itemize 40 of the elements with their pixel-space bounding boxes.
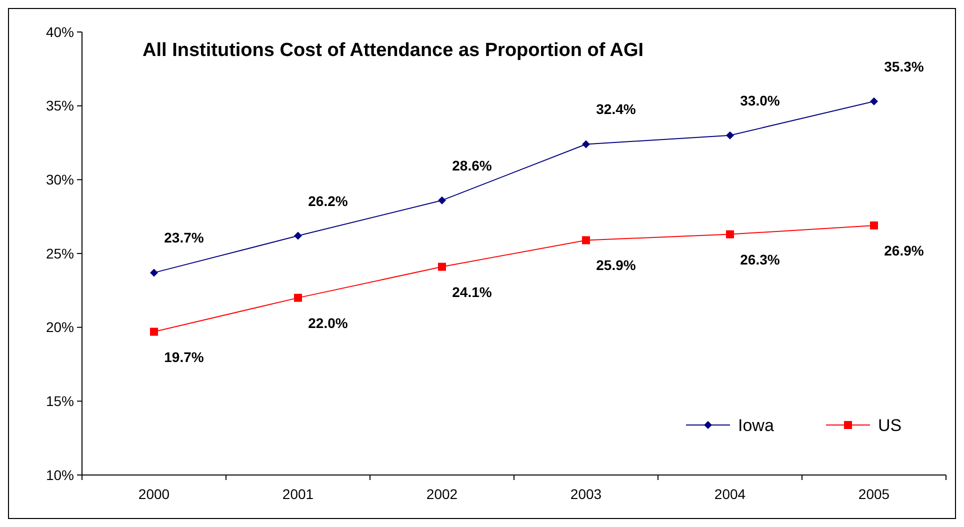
x-tick-label: 2003 (570, 486, 602, 502)
data-label: 25.9% (596, 257, 636, 274)
point (726, 131, 734, 140)
data-label: 22.0% (308, 314, 348, 331)
data-label: 32.4% (596, 101, 636, 118)
point (870, 97, 878, 106)
y-tick-label: 10% (46, 466, 74, 483)
y-tick-label: 35% (46, 98, 74, 114)
legend-label: US (878, 416, 902, 435)
y-tick-label: 15% (46, 393, 74, 410)
x-tick-label: 2004 (714, 486, 746, 502)
point (582, 140, 590, 148)
data-label: 19.7% (164, 348, 204, 365)
data-label: 35.3% (884, 58, 924, 74)
point (150, 268, 158, 277)
point (870, 221, 878, 230)
data-label: 26.3% (740, 251, 780, 268)
data-label: 23.7% (164, 230, 204, 246)
data-label: 28.6% (452, 157, 492, 174)
y-tick-label: 25% (46, 245, 74, 262)
y-tick-label: 40% (46, 24, 74, 40)
point (726, 230, 734, 238)
point (294, 232, 302, 240)
data-label: 24.1% (452, 284, 492, 300)
point (438, 196, 446, 204)
x-tick-label: 2001 (282, 486, 314, 502)
y-tick-label: 30% (46, 172, 74, 188)
data-label: 33.0% (740, 92, 780, 108)
data-label: 26.2% (308, 192, 348, 209)
data-label: 26.9% (884, 242, 924, 258)
point (294, 294, 302, 302)
legend-label: Iowa (738, 416, 774, 435)
point (150, 328, 158, 336)
point (438, 262, 446, 271)
x-tick-label: 2005 (858, 486, 890, 502)
x-tick-label: 2002 (426, 486, 458, 502)
x-tick-label: 2000 (138, 486, 170, 502)
point (582, 236, 590, 244)
chart-title: All Institutions Cost of Attendance as Proportion of AGI (142, 40, 644, 61)
y-tick-label: 20% (46, 319, 74, 336)
